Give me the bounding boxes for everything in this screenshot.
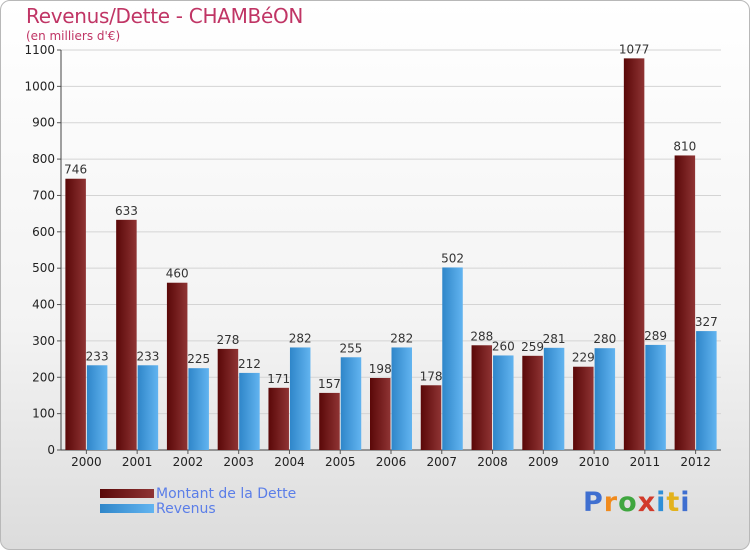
proxiti-logo: Proxiti	[583, 487, 691, 518]
bar-revenue-2012	[696, 331, 717, 450]
bar-debt-2007	[420, 385, 442, 450]
bar-revenue-2004	[289, 347, 311, 450]
legend-label-revenue: Revenus	[156, 500, 216, 517]
legend: Montant de la Dette Revenus	[100, 485, 297, 517]
bar-debt-2005	[319, 392, 340, 450]
bar-debt-2006	[370, 378, 391, 450]
bar-revenue-2002	[188, 368, 209, 450]
logo-letter: o	[618, 487, 638, 518]
bar-revenue-2009	[543, 347, 565, 450]
data-label-revenue-2011: 289	[644, 329, 667, 343]
data-label-revenue-2002: 225	[187, 352, 210, 366]
data-label-revenue-2006: 282	[390, 331, 413, 345]
data-label-revenue-2010: 280	[593, 332, 616, 346]
bars	[65, 58, 717, 451]
bar-revenue-2007	[442, 267, 463, 450]
x-tick-label: 2000	[71, 455, 102, 469]
legend-label-debt: Montant de la Dette	[156, 485, 297, 502]
y-tick-label: 300	[32, 334, 55, 348]
bar-debt-2004	[268, 387, 289, 450]
bar-debt-2008	[471, 345, 493, 450]
y-tick-label: 200	[32, 370, 55, 384]
y-tick-label: 800	[32, 152, 55, 166]
chart-subtitle: (en milliers d'€)	[26, 29, 121, 43]
data-label-debt-2002: 460	[166, 267, 189, 281]
logo-letter: P	[583, 487, 604, 518]
data-label-debt-2012: 810	[673, 139, 696, 153]
data-label-revenue-2012: 327	[695, 315, 718, 329]
bar-revenue-2003	[239, 372, 260, 450]
bar-revenue-2008	[493, 355, 514, 450]
legend-item-revenue: Revenus	[100, 500, 296, 517]
logo-letter: i	[656, 487, 667, 518]
x-tick-label: 2001	[122, 455, 153, 469]
x-tick-label: 2009	[528, 455, 559, 469]
x-tick-label: 2011	[630, 455, 661, 469]
bar-debt-2003	[217, 348, 239, 450]
y-tick-label: 900	[32, 116, 55, 130]
x-tick-label: 2004	[274, 455, 305, 469]
legend-swatch-debt	[100, 489, 154, 498]
data-label-debt-2001: 633	[115, 204, 138, 218]
x-tick-label: 2007	[426, 455, 457, 469]
data-label-debt-2005: 157	[318, 377, 341, 391]
data-label-revenue-2004: 282	[289, 331, 312, 345]
data-label-revenue-2007: 502	[441, 251, 464, 265]
data-label-revenue-2005: 255	[340, 341, 363, 355]
data-label-debt-2000: 746	[64, 163, 87, 177]
logo-letter: i	[680, 487, 691, 518]
data-label-debt-2011: 1077	[619, 42, 650, 56]
data-label-debt-2007: 178	[420, 369, 443, 383]
bar-debt-2009	[522, 355, 543, 450]
bar-debt-2011	[623, 58, 645, 450]
logo-letter: x	[637, 487, 657, 518]
labels: 0 100 200 300 400 500 600 700 800 900 1000 1100 2000…	[24, 42, 717, 469]
y-tick-label: 500	[32, 261, 55, 275]
y-tick-label: 600	[32, 225, 55, 239]
data-label-revenue-2000: 233	[86, 349, 109, 363]
x-tick-label: 2012	[680, 455, 711, 469]
bar-debt-2012	[674, 155, 696, 451]
logo-letter: t	[666, 487, 681, 518]
bar-revenue-2005	[340, 357, 362, 450]
data-label-debt-2003: 278	[216, 333, 239, 347]
y-tick-label: 400	[32, 298, 55, 312]
data-label-debt-2006: 198	[369, 362, 392, 376]
bar-revenue-2000	[86, 365, 108, 450]
bar-revenue-2011	[645, 344, 666, 450]
y-tick-label: 700	[32, 188, 55, 202]
legend-swatch-revenue	[100, 504, 154, 513]
data-label-revenue-2003: 212	[238, 357, 261, 371]
bar-debt-2000	[65, 178, 86, 450]
bar-revenue-2001	[137, 365, 159, 450]
bar-revenue-2010	[594, 348, 616, 450]
x-tick-label: 2008	[477, 455, 508, 469]
x-tick-label: 2003	[223, 455, 254, 469]
data-label-revenue-2009: 281	[543, 332, 566, 346]
data-label-debt-2008: 288	[470, 329, 493, 343]
y-tick-label: 1100	[24, 43, 55, 57]
bar-debt-2001	[116, 219, 137, 450]
data-label-debt-2009: 259	[521, 340, 544, 354]
x-tick-label: 2010	[579, 455, 610, 469]
bar-debt-2002	[166, 282, 188, 450]
x-tick-label: 2005	[325, 455, 356, 469]
bar-revenue-2006	[391, 347, 412, 450]
data-label-revenue-2001: 233	[136, 349, 159, 363]
chart-title: Revenus/Dette - CHAMBéON	[26, 4, 304, 28]
bar-debt-2010	[573, 366, 594, 450]
y-tick-label: 0	[47, 443, 55, 457]
data-label-revenue-2008: 260	[492, 339, 515, 353]
y-tick-label: 100	[32, 407, 55, 421]
y-tick-label: 1000	[24, 79, 55, 93]
x-tick-label: 2002	[173, 455, 204, 469]
data-label-debt-2004: 171	[267, 372, 290, 386]
legend-item-debt: Montant de la Dette	[100, 485, 297, 502]
logo-letter: r	[603, 487, 619, 518]
data-label-debt-2010: 229	[572, 351, 595, 365]
x-tick-label: 2006	[376, 455, 407, 469]
